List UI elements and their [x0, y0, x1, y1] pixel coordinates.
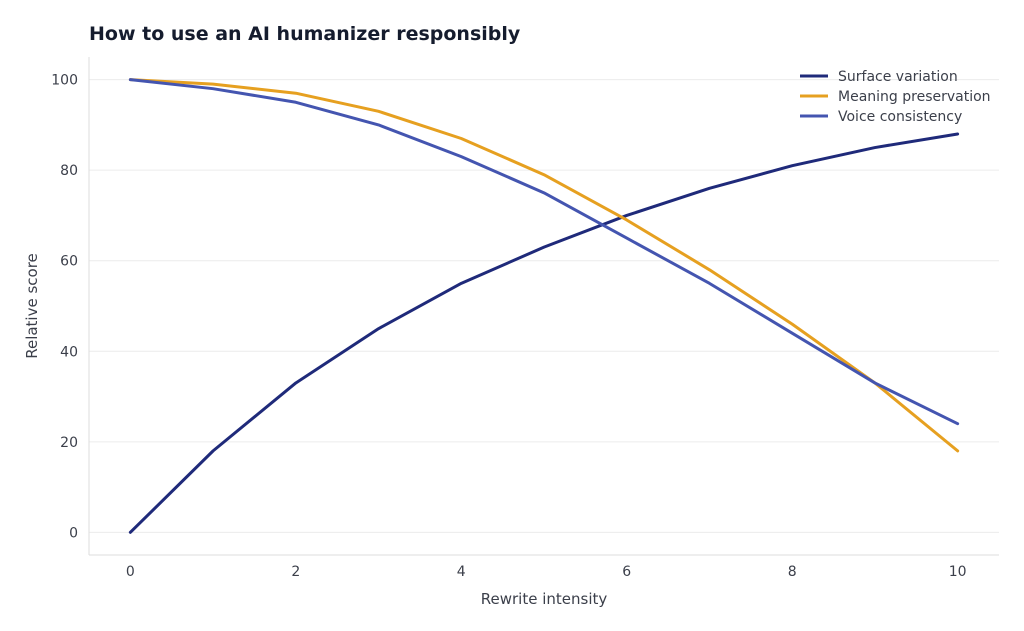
x-tick-label: 6 [622, 564, 631, 580]
gridlines [89, 79, 999, 533]
series-lines [128, 78, 960, 534]
x-tick-label: 0 [126, 564, 135, 580]
legend-label: Surface variation [838, 69, 958, 85]
x-tick-label: 10 [949, 564, 967, 580]
legend: Surface variation Meaning preservation Voi… [800, 69, 991, 125]
x-tick-label: 8 [788, 564, 797, 580]
y-tick-label: 0 [69, 525, 78, 541]
y-tick-label: 60 [60, 254, 78, 270]
legend-label: Meaning preservation [838, 89, 991, 105]
y-tick-label: 100 [51, 73, 78, 89]
x-tick-label: 2 [291, 564, 300, 580]
y-tick-label: 20 [60, 435, 78, 451]
x-axis-label: Rewrite intensity [481, 590, 608, 608]
y-axis-label: Relative score [23, 253, 41, 359]
x-tick-labels: 0 2 4 6 8 10 [126, 564, 967, 580]
y-tick-label: 40 [60, 344, 78, 360]
legend-label: Voice consistency [838, 109, 962, 125]
series-line-2 [128, 78, 960, 453]
series-line-1 [128, 132, 960, 534]
chart-title: How to use an AI humanizer responsibly [89, 23, 521, 45]
series-line-3 [128, 78, 960, 426]
x-tick-label: 4 [457, 564, 466, 580]
y-tick-label: 80 [60, 163, 78, 179]
y-tick-labels: 0 20 40 60 80 100 [51, 73, 78, 542]
